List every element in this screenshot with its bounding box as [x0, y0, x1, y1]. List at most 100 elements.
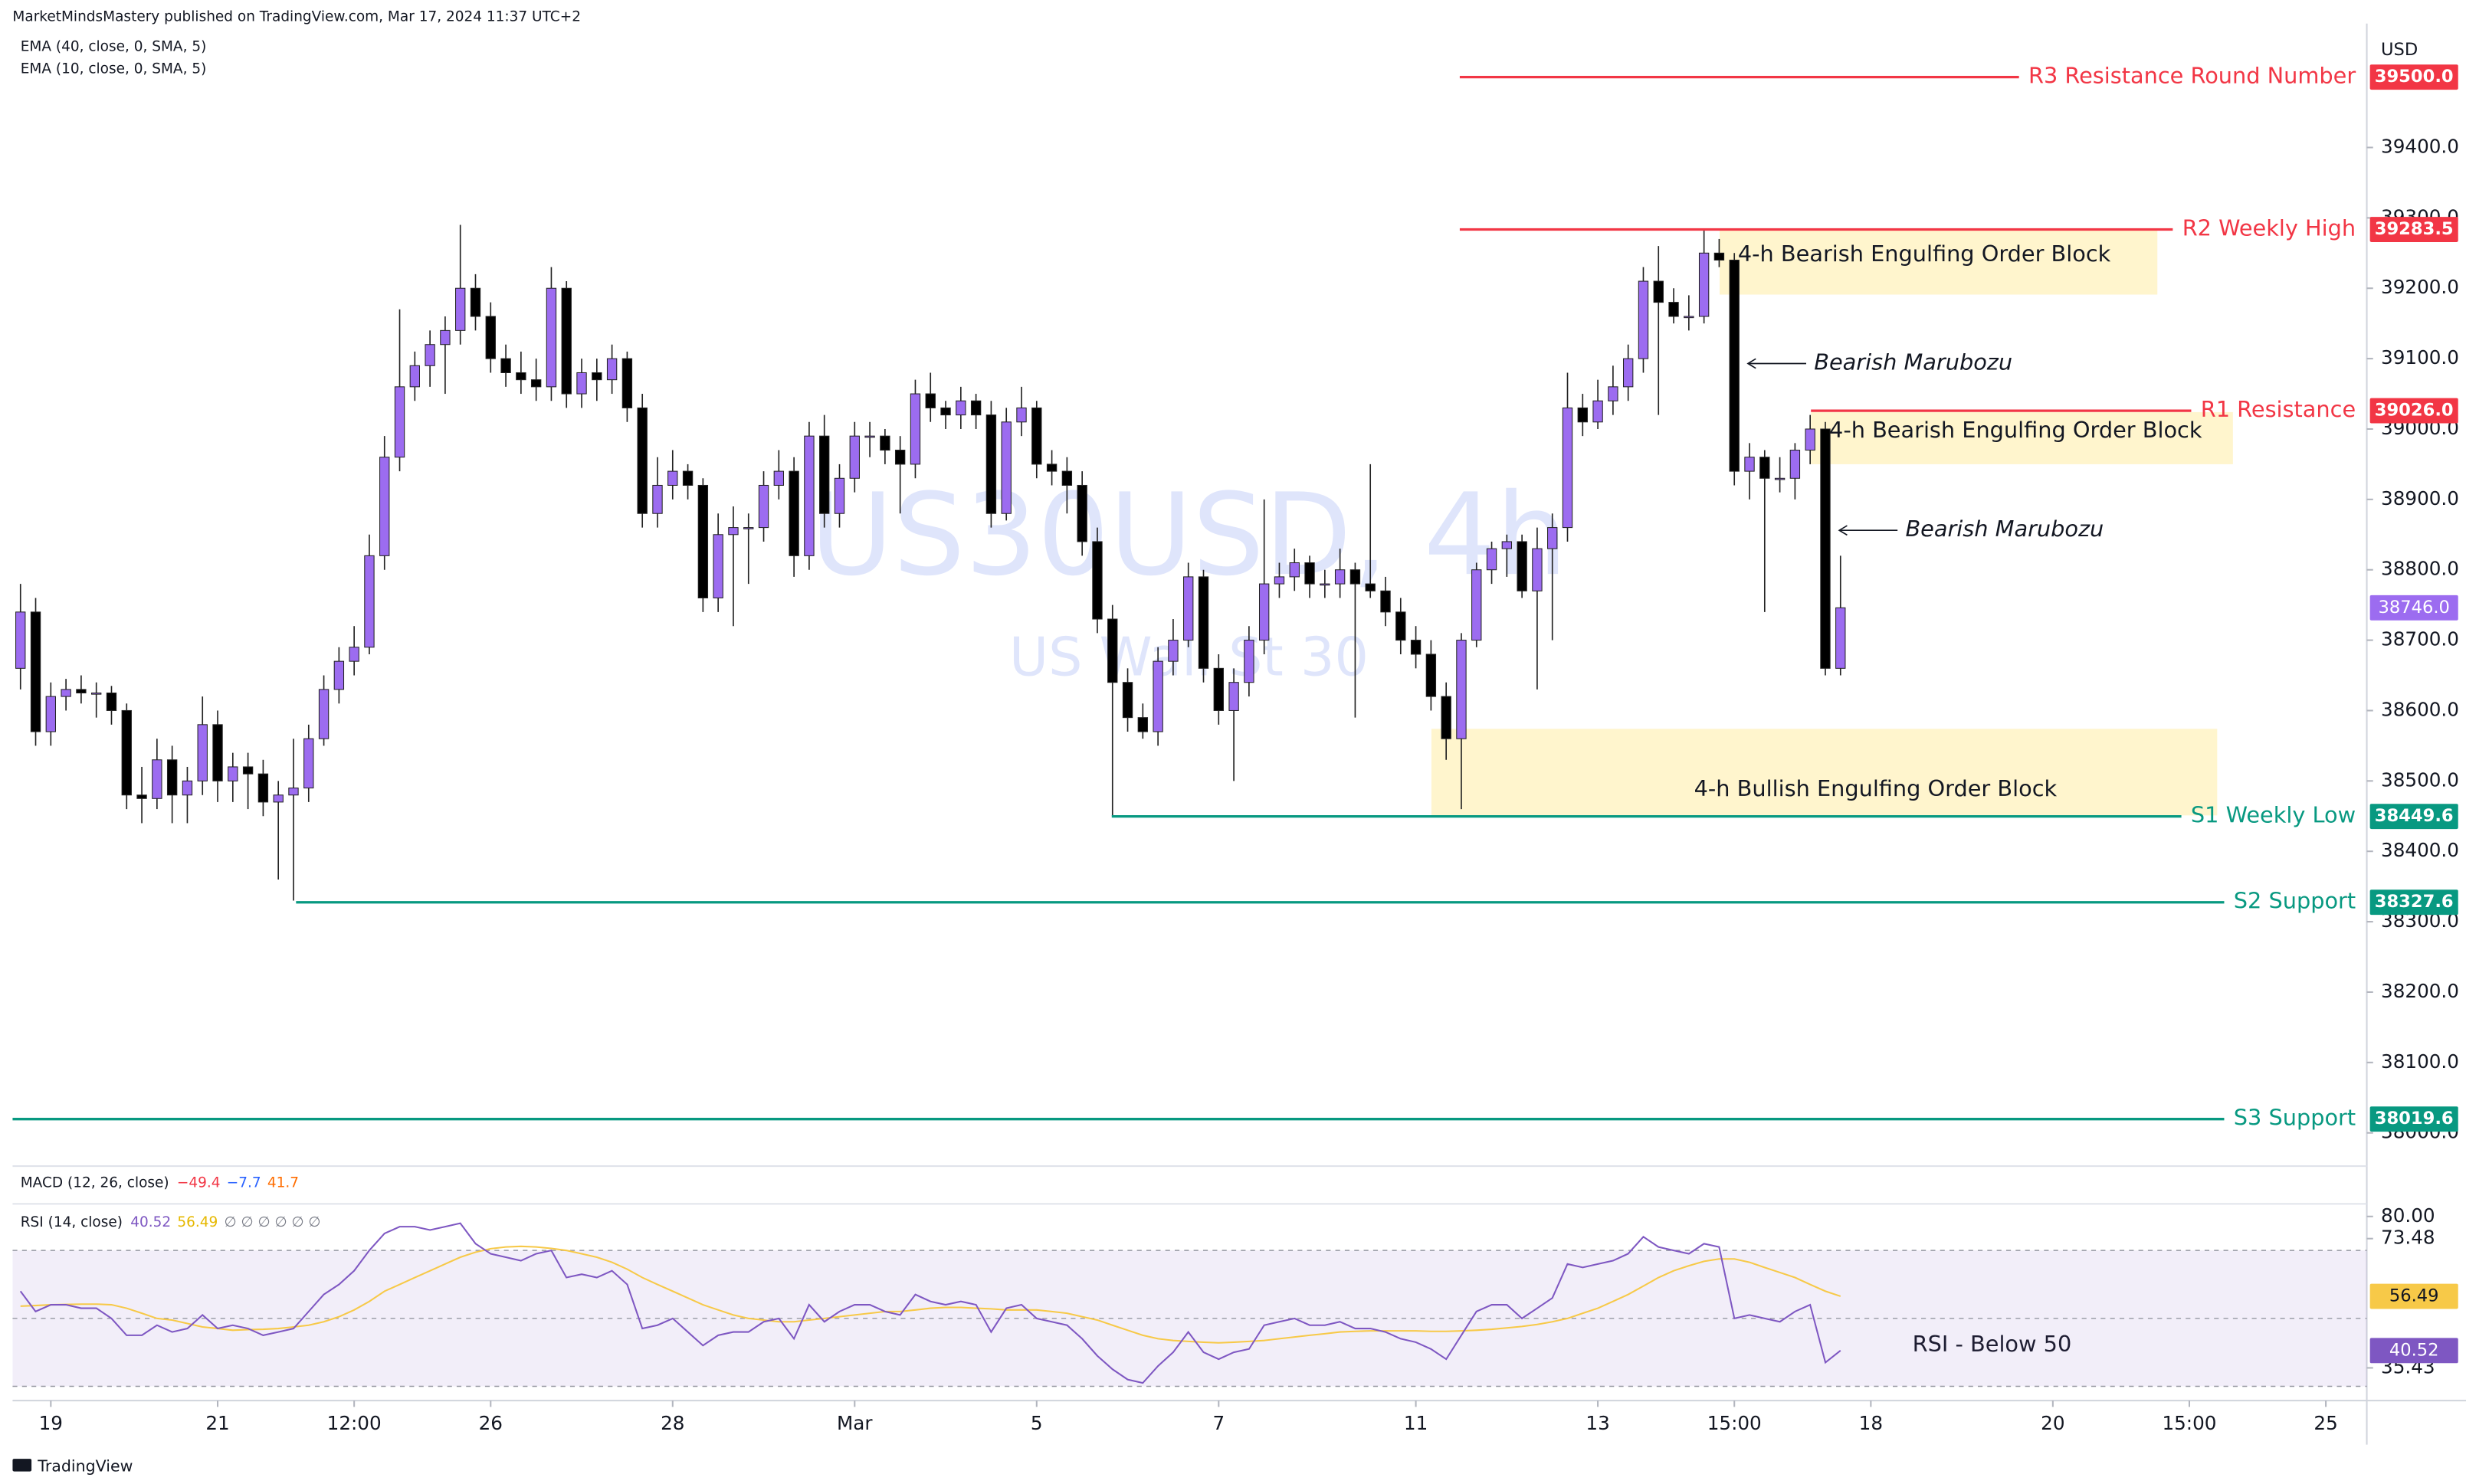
candle-body: [1759, 457, 1770, 479]
candle-body: [758, 484, 769, 529]
level-price-label: 38449.6: [2375, 806, 2454, 826]
level-price-box: [2369, 1106, 2458, 1132]
candle-body: [773, 470, 785, 486]
candle-body: [1789, 450, 1801, 479]
level-price-label: 39026.0: [2375, 401, 2454, 421]
y-tick-label: 38800.0: [2381, 558, 2459, 580]
rsi-last-label: 56.49: [2389, 1286, 2439, 1306]
annotation-arrowhead: [1838, 525, 1848, 536]
candle-body: [1258, 583, 1270, 641]
level-price-box: [2369, 804, 2458, 830]
candle-body: [1031, 407, 1042, 465]
candle-body: [91, 692, 102, 695]
candle-body: [1107, 618, 1118, 683]
candle-body: [1805, 428, 1815, 451]
candle-body: [364, 555, 375, 648]
candle-body: [121, 709, 132, 796]
level-name: S2 Support: [2234, 888, 2356, 914]
x-tick-label: 15:00: [2162, 1412, 2216, 1434]
level-price-label: 39283.5: [2375, 219, 2454, 239]
candle-body: [1820, 428, 1831, 669]
candle-body: [288, 788, 299, 796]
candle-body: [894, 450, 906, 465]
candle-body: [1713, 252, 1725, 261]
order-block: [1431, 729, 2218, 816]
annotation: Bearish Marubozu: [1905, 516, 2104, 542]
candle-body: [606, 358, 618, 381]
y-tick-label: 38500.0: [2381, 768, 2459, 791]
level-price-label: 39500.0: [2375, 67, 2454, 87]
level-name: R3 Resistance Round Number: [2028, 63, 2356, 89]
candle-body: [1532, 548, 1543, 591]
candle-body: [1425, 654, 1437, 697]
candle-body: [970, 400, 982, 416]
rsi-value: ∅ ∅ ∅ ∅ ∅ ∅: [225, 1214, 321, 1230]
rsi-value: 40.52: [130, 1214, 171, 1230]
level-price-box: [2369, 889, 2458, 916]
candle-body: [61, 689, 71, 697]
candle-body: [910, 393, 921, 465]
candle-body: [15, 611, 26, 669]
candle-body: [1365, 583, 1376, 591]
x-tick-label: 26: [479, 1412, 503, 1434]
level-price-box: [2369, 217, 2458, 242]
candle-body: [470, 287, 481, 317]
candle-body: [1684, 316, 1694, 319]
candle-body: [303, 738, 314, 789]
level-price-box: [2369, 64, 2458, 90]
candle-body: [1334, 569, 1346, 585]
rsi-last-label: 40.52: [2389, 1340, 2439, 1360]
candle-body: [197, 724, 208, 781]
y-tick-label: 38200.0: [2381, 980, 2459, 1002]
x-tick-label: Mar: [837, 1412, 873, 1434]
macd-title: MACD (12, 26, close): [21, 1175, 169, 1191]
candle-body: [1517, 541, 1527, 591]
candle-body: [1137, 717, 1149, 732]
candle-body: [956, 400, 966, 416]
candle-body: [1592, 400, 1603, 423]
candle-body: [652, 484, 663, 514]
footer: TradingView: [37, 1456, 133, 1475]
candle-body: [212, 724, 223, 781]
candle-body: [1638, 280, 1649, 359]
candle-body: [1092, 541, 1103, 620]
x-tick-label: 25: [2314, 1412, 2337, 1434]
candle-body: [1501, 541, 1513, 549]
candle-body: [1486, 548, 1497, 571]
order-block-label: 4-h Bearish Engulfing Order Block: [1738, 241, 2111, 267]
candle-body: [880, 435, 890, 451]
candle-body: [30, 611, 41, 732]
candle-body: [440, 329, 451, 346]
candle-body: [1168, 640, 1179, 662]
candle-body: [697, 484, 709, 598]
candle-body: [500, 358, 511, 373]
y-tick-label: 38900.0: [2381, 487, 2459, 509]
indicator: EMA (10, close, 0, SMA, 5): [21, 61, 207, 77]
footer-logo: [12, 1459, 32, 1472]
candle-body: [1622, 358, 1634, 388]
candle-body: [864, 435, 875, 438]
candle-body: [136, 794, 147, 799]
macd-value: −7.7: [227, 1175, 261, 1191]
candle-body: [1471, 569, 1482, 641]
candle-body: [743, 527, 754, 529]
rsi-line: [19, 1222, 1841, 1384]
candle-body: [45, 696, 56, 732]
x-tick-label: 21: [205, 1412, 229, 1434]
candle-body: [455, 287, 466, 331]
candle-body: [1395, 611, 1406, 641]
y-tick-label: 39100.0: [2381, 346, 2459, 369]
level-price-label: 38019.6: [2375, 1109, 2454, 1129]
candle-body: [1198, 576, 1209, 669]
candle-body: [166, 759, 178, 796]
x-tick-label: 18: [1859, 1412, 1883, 1434]
candle-body: [728, 527, 739, 536]
annotation: Bearish Marubozu: [1814, 349, 2012, 375]
y-tick-label: 38600.0: [2381, 698, 2459, 720]
level-name: R2 Weekly High: [2182, 215, 2356, 241]
rsi-legend: RSI (14, close) 40.52 56.49 ∅ ∅ ∅ ∅ ∅ ∅: [21, 1214, 321, 1230]
candle-body: [1289, 562, 1300, 578]
currency: USD: [2381, 40, 2418, 60]
candle-body: [349, 647, 359, 662]
candle-body: [1835, 607, 1846, 669]
